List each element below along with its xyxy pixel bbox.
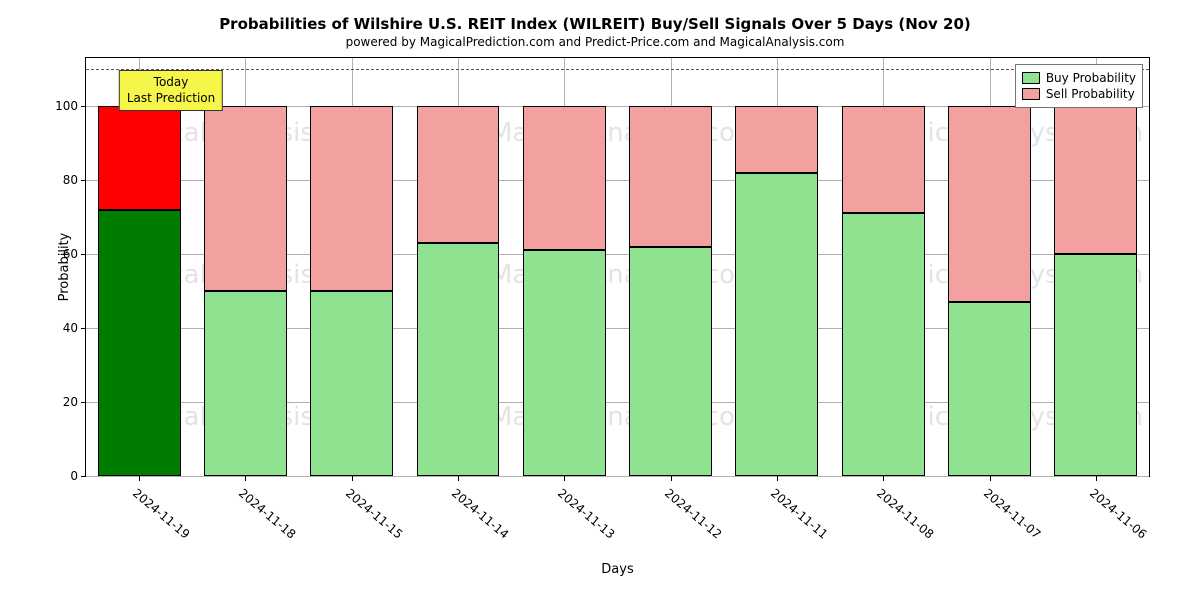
- legend-label: Buy Probability: [1046, 71, 1136, 85]
- legend-item: Buy Probability: [1022, 71, 1136, 85]
- buy-bar: [948, 302, 1031, 476]
- legend-label: Sell Probability: [1046, 87, 1135, 101]
- buy-bar: [417, 243, 500, 476]
- ytick-mark: [81, 328, 86, 329]
- buy-bar: [204, 291, 287, 476]
- reference-dash-line: [86, 69, 1149, 70]
- xtick-label: 2024-11-11: [768, 486, 830, 542]
- annotation-line2: Last Prediction: [127, 91, 215, 107]
- xtick-mark: [352, 476, 353, 481]
- bar-column: [1054, 58, 1137, 476]
- xtick-label: 2024-11-15: [343, 486, 405, 542]
- ytick-mark: [81, 402, 86, 403]
- bar-column: [629, 58, 712, 476]
- bar-column: [842, 58, 925, 476]
- ytick-mark: [81, 476, 86, 477]
- bars-layer: [86, 58, 1149, 476]
- sell-bar: [523, 106, 606, 250]
- xtick-mark: [777, 476, 778, 481]
- legend: Buy Probability Sell Probability: [1015, 64, 1143, 108]
- xtick-mark: [564, 476, 565, 481]
- sell-bar: [948, 106, 1031, 302]
- x-axis-label: Days: [601, 562, 633, 577]
- ytick-mark: [81, 254, 86, 255]
- ytick-label: 60: [63, 247, 78, 261]
- sell-bar: [98, 106, 181, 210]
- xtick-mark: [1096, 476, 1097, 481]
- today-annotation: Today Last Prediction: [119, 70, 223, 111]
- ytick-mark: [81, 180, 86, 181]
- bar-column: [948, 58, 1031, 476]
- legend-swatch: [1022, 88, 1040, 100]
- xtick-mark: [990, 476, 991, 481]
- xtick-label: 2024-11-06: [1087, 486, 1149, 542]
- xtick-label: 2024-11-14: [449, 486, 511, 542]
- ytick-label: 0: [70, 469, 78, 483]
- xtick-mark: [458, 476, 459, 481]
- xtick-label: 2024-11-13: [555, 486, 617, 542]
- ytick-label: 40: [63, 321, 78, 335]
- plot-area: MagicalAnalysis.comMagicalAnalysis.comMa…: [85, 57, 1150, 477]
- sell-bar: [842, 106, 925, 213]
- buy-bar: [1054, 254, 1137, 476]
- xtick-label: 2024-11-07: [981, 486, 1043, 542]
- buy-bar: [629, 247, 712, 476]
- bar-column: [98, 58, 181, 476]
- xtick-mark: [671, 476, 672, 481]
- xtick-label: 2024-11-19: [130, 486, 192, 542]
- annotation-line1: Today: [127, 75, 215, 91]
- sell-bar: [310, 106, 393, 291]
- sell-bar: [1054, 106, 1137, 254]
- ytick-label: 100: [55, 99, 78, 113]
- xtick-mark: [139, 476, 140, 481]
- sell-bar: [417, 106, 500, 243]
- sell-bar: [629, 106, 712, 247]
- legend-item: Sell Probability: [1022, 87, 1136, 101]
- buy-bar: [310, 291, 393, 476]
- buy-bar: [735, 173, 818, 476]
- ytick-label: 20: [63, 395, 78, 409]
- y-axis-label: Probability: [57, 233, 72, 302]
- xtick-label: 2024-11-12: [662, 486, 724, 542]
- buy-bar: [523, 250, 606, 476]
- plot-wrapper: Probability MagicalAnalysis.comMagicalAn…: [85, 57, 1150, 477]
- bar-column: [417, 58, 500, 476]
- xtick-mark: [883, 476, 884, 481]
- sell-bar: [735, 106, 818, 173]
- bar-column: [735, 58, 818, 476]
- bar-column: [204, 58, 287, 476]
- ytick-label: 80: [63, 173, 78, 187]
- xtick-mark: [245, 476, 246, 481]
- xtick-label: 2024-11-08: [874, 486, 936, 542]
- bar-column: [310, 58, 393, 476]
- chart-subtitle: powered by MagicalPrediction.com and Pre…: [10, 35, 1180, 49]
- bar-column: [523, 58, 606, 476]
- xtick-label: 2024-11-18: [236, 486, 298, 542]
- ytick-mark: [81, 106, 86, 107]
- sell-bar: [204, 106, 287, 291]
- chart-container: Probabilities of Wilshire U.S. REIT Inde…: [0, 0, 1200, 600]
- buy-bar: [842, 213, 925, 476]
- buy-bar: [98, 210, 181, 476]
- chart-title: Probabilities of Wilshire U.S. REIT Inde…: [10, 15, 1180, 33]
- legend-swatch: [1022, 72, 1040, 84]
